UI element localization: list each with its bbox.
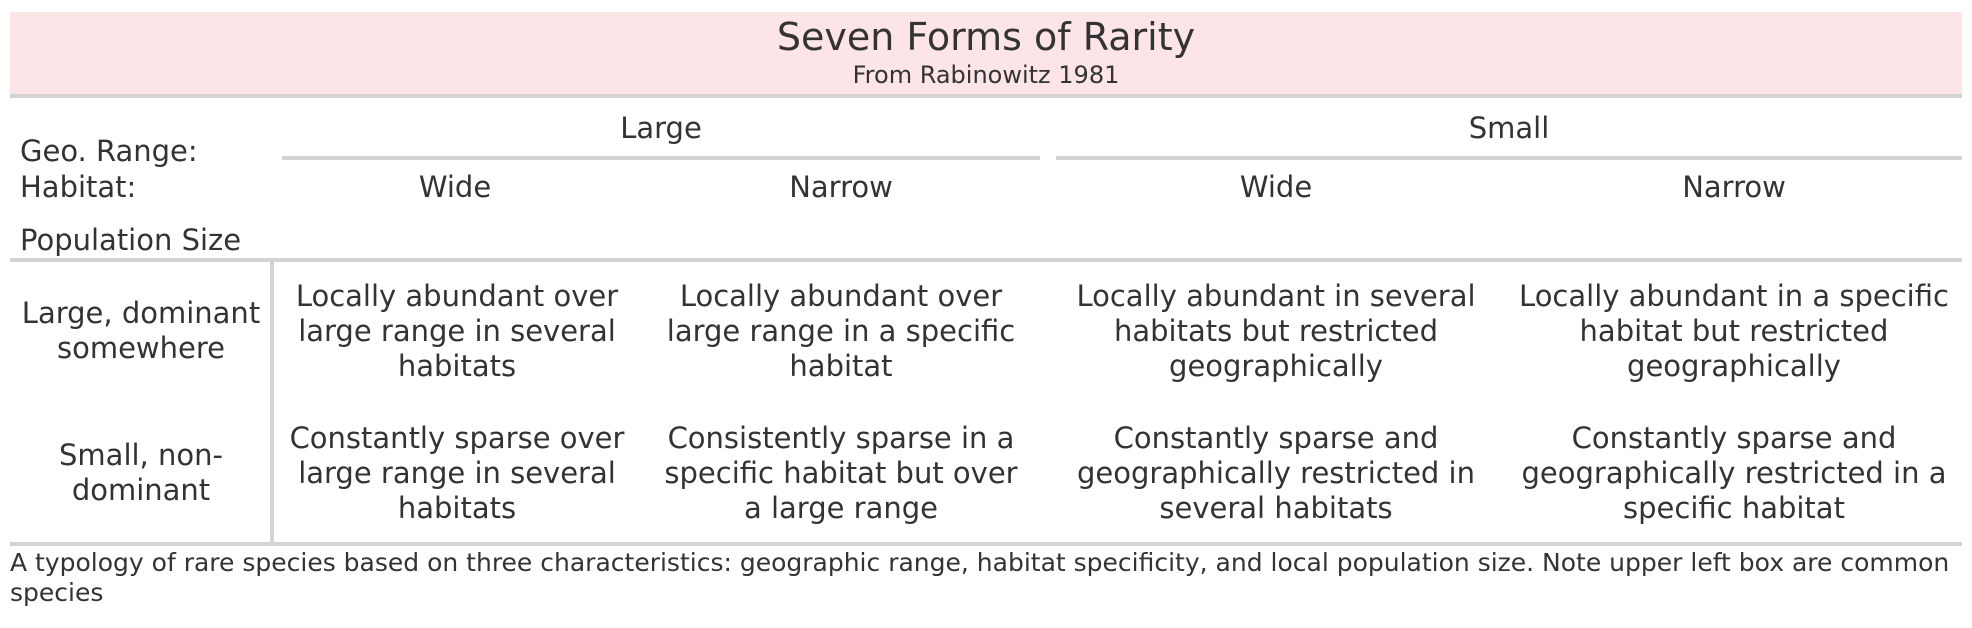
table-cell: Locally abundant over large range in a s… [666, 279, 1016, 383]
habitat-header-small-wide: Wide [1239, 170, 1313, 204]
header-bottom-rule [10, 258, 1962, 262]
table-bottom-rule [10, 542, 1962, 546]
table-cell: Constantly sparse and geographically res… [1521, 421, 1947, 525]
habitat-header-large-narrow: Narrow [789, 170, 893, 204]
table-subtitle: From Rabinowitz 1981 [852, 61, 1120, 89]
title-banner: Seven Forms of Rarity From Rabinowitz 19… [10, 12, 1962, 98]
stub-column-rule [270, 262, 274, 542]
habitat-stub-label: Habitat: [20, 170, 137, 204]
table-cell: Locally abundant in several habitats but… [1076, 279, 1476, 383]
table-cell: Constantly sparse over large range in se… [289, 421, 625, 525]
table-cell: Locally abundant in a specific habitat b… [1519, 279, 1949, 383]
table-cell: Locally abundant over large range in sev… [295, 279, 619, 383]
geo-range-stub-label: Geo. Range: [20, 134, 198, 168]
habitat-header-large-wide: Wide [418, 170, 492, 204]
geo-range-large-underline [282, 156, 1040, 160]
geo-range-small-underline [1056, 156, 1962, 160]
table-footnote: A typology of rare species based on thre… [10, 548, 1950, 607]
habitat-header-small-narrow: Narrow [1682, 170, 1786, 204]
table-title: Seven Forms of Rarity [776, 15, 1196, 59]
table-cell: Consistently sparse in a specific habita… [664, 421, 1018, 525]
population-size-stub-label: Population Size [20, 223, 242, 257]
geo-range-header-large: Large [620, 111, 702, 145]
rarity-table: Seven Forms of Rarity From Rabinowitz 19… [10, 12, 1962, 98]
geo-range-header-small: Small [1468, 111, 1550, 145]
row-label-large-dominant: Large, dominant somewhere [21, 296, 261, 365]
row-label-small-non-dominant: Small, non-dominant [59, 438, 223, 507]
table-cell: Constantly sparse and geographically res… [1077, 421, 1475, 525]
